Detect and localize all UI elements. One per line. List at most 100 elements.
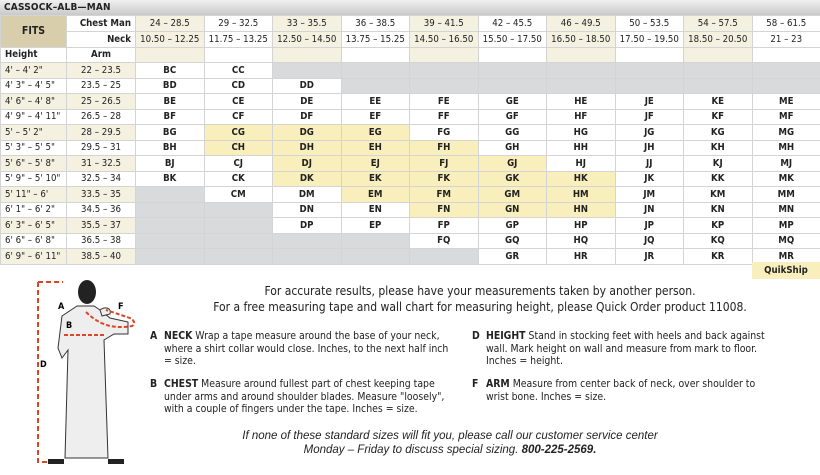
size-code-cell: JN xyxy=(614,201,684,218)
table-row: 4' 6" – 4' 8" 25 – 26.5 BE CE DE EE FE GE HE JE KE… xyxy=(0,93,820,110)
size-code-cell: BC xyxy=(135,62,205,79)
size-code-cell: FK xyxy=(409,170,479,187)
table-row: 5' 11" – 6' 33.5 – 35 CM DM EM FM GM HM JM KM MM xyxy=(0,186,820,203)
size-chart-table: FITS Chest Man 24 – 28.5 29 – 32.5 33 – 35.5… xyxy=(0,15,820,265)
label-d: D xyxy=(40,360,47,370)
instruction-text: Stand in stocking feet with heels and ba… xyxy=(486,330,765,367)
size-code-cell: CC xyxy=(203,62,273,79)
size-code-cell: MQ xyxy=(751,232,820,249)
table-row: 4' – 4' 2" 22 – 23.5 BC CC xyxy=(0,62,820,79)
arm-range: 35.5 – 37 xyxy=(66,217,136,234)
size-code-cell: DP xyxy=(272,217,342,234)
unavailable-cell xyxy=(614,62,684,79)
size-code-cell: GP xyxy=(477,217,547,234)
neck-range: 11.75 – 13.25 xyxy=(203,31,273,48)
size-code-cell: MP xyxy=(751,217,820,234)
table-row: 5' 3" – 5' 5" 29.5 – 31 BH CH DH EH FH GH HH JH KH… xyxy=(0,139,820,156)
instruction-text: Wrap a tape measure around the base of y… xyxy=(164,330,449,367)
neck-range: 21 – 23 xyxy=(751,31,820,48)
size-code-cell: FF xyxy=(409,108,479,125)
height-range: 5' 11" – 6' xyxy=(0,186,67,203)
size-code-cell: HH xyxy=(546,139,616,156)
size-code-cell: MN xyxy=(751,201,820,218)
size-code-cell: GJ xyxy=(477,155,547,172)
size-code-cell: DG xyxy=(272,124,342,141)
instruction-arm: F ARM Measure from center back of neck, o… xyxy=(472,378,777,403)
neck-range: 12.50 – 14.50 xyxy=(272,31,342,48)
unavailable-cell xyxy=(751,62,820,79)
size-code-cell: JQ xyxy=(614,232,684,249)
unavailable-cell xyxy=(340,248,410,265)
size-code-cell: KP xyxy=(683,217,753,234)
spacer-cell xyxy=(751,46,820,63)
unavailable-cell xyxy=(614,77,684,94)
size-code-cell: JM xyxy=(614,186,684,203)
arm-range: 29.5 – 31 xyxy=(66,139,136,156)
size-code-cell: JJ xyxy=(614,155,684,172)
unavailable-cell xyxy=(546,62,616,79)
spacer-cell xyxy=(477,46,547,63)
instruction-text: Measure around fullest part of chest kee… xyxy=(164,378,445,415)
unavailable-cell xyxy=(135,201,205,218)
size-code-cell: CF xyxy=(203,108,273,125)
instruction-key: A xyxy=(150,330,158,342)
unavailable-cell xyxy=(203,232,273,249)
chest-header-row: FITS Chest Man 24 – 28.5 29 – 32.5 33 – 35.5… xyxy=(0,15,820,48)
size-code-cell: BE xyxy=(135,93,205,110)
size-code-cell: EK xyxy=(340,170,410,187)
size-code-cell: MM xyxy=(751,186,820,203)
label-f: F xyxy=(118,302,124,312)
size-code-cell: ME xyxy=(751,93,820,110)
size-code-cell: HR xyxy=(546,248,616,265)
instruction-name: HEIGHT xyxy=(486,330,526,342)
neck-range: 13.75 – 15.25 xyxy=(340,31,410,48)
size-code-cell: GG xyxy=(477,124,547,141)
unavailable-cell xyxy=(409,77,479,94)
size-code-cell: MG xyxy=(751,124,820,141)
table-row: 6' 6" – 6' 8" 36.5 – 38 FQ GQ HQ JQ KQ MQ xyxy=(0,232,820,249)
size-code-cell: FG xyxy=(409,124,479,141)
spacer-cell xyxy=(340,46,410,63)
label-b: B xyxy=(66,321,72,331)
size-code-cell: MK xyxy=(751,170,820,187)
size-code-cell: DF xyxy=(272,108,342,125)
size-code-cell: EP xyxy=(340,217,410,234)
size-code-cell: EF xyxy=(340,108,410,125)
size-code-cell: GE xyxy=(477,93,547,110)
unavailable-cell xyxy=(340,232,410,249)
instruction-height: D HEIGHT Stand in stocking feet with heel… xyxy=(472,330,777,368)
neck-range: 17.50 – 19.50 xyxy=(614,31,684,48)
size-code-cell: DD xyxy=(272,77,342,94)
height-range: 5' 9" – 5' 10" xyxy=(0,170,67,187)
spacer-cell xyxy=(203,46,273,63)
size-code-cell: BG xyxy=(135,124,205,141)
size-code-cell: CE xyxy=(203,93,273,110)
size-code-cell: BJ xyxy=(135,155,205,172)
size-code-cell: CK xyxy=(203,170,273,187)
size-code-cell: EN xyxy=(340,201,410,218)
size-code-cell: HF xyxy=(546,108,616,125)
spacer-cell xyxy=(135,46,205,63)
chest-range: 36 – 38.5 xyxy=(340,15,410,32)
chest-range: 54 – 57.5 xyxy=(683,15,753,32)
arm-range: 38.5 – 40 xyxy=(66,248,136,265)
chest-range: 46 – 49.5 xyxy=(546,15,616,32)
size-code-cell: HK xyxy=(546,170,616,187)
table-row: 4' 9" – 4' 11" 26.5 – 28 BF CF DF EF FF GF HF JF K… xyxy=(0,108,820,125)
arm-range: 23.5 – 25 xyxy=(66,77,136,94)
size-code-cell: HG xyxy=(546,124,616,141)
size-code-cell: CD xyxy=(203,77,273,94)
footer-line-2: Monday – Friday to discuss special sizin… xyxy=(303,444,519,456)
neck-range: 14.50 – 16.50 xyxy=(409,31,479,48)
arm-range: 26.5 – 28 xyxy=(66,108,136,125)
size-code-cell: FN xyxy=(409,201,479,218)
instruction-key: B xyxy=(150,378,158,390)
arm-range: 36.5 – 38 xyxy=(66,232,136,249)
size-code-cell: JG xyxy=(614,124,684,141)
size-code-cell: GN xyxy=(477,201,547,218)
spacer-cell xyxy=(546,46,616,63)
size-code-cell: DH xyxy=(272,139,342,156)
size-code-cell: KJ xyxy=(683,155,753,172)
size-code-cell: MH xyxy=(751,139,820,156)
size-code-cell: BK xyxy=(135,170,205,187)
